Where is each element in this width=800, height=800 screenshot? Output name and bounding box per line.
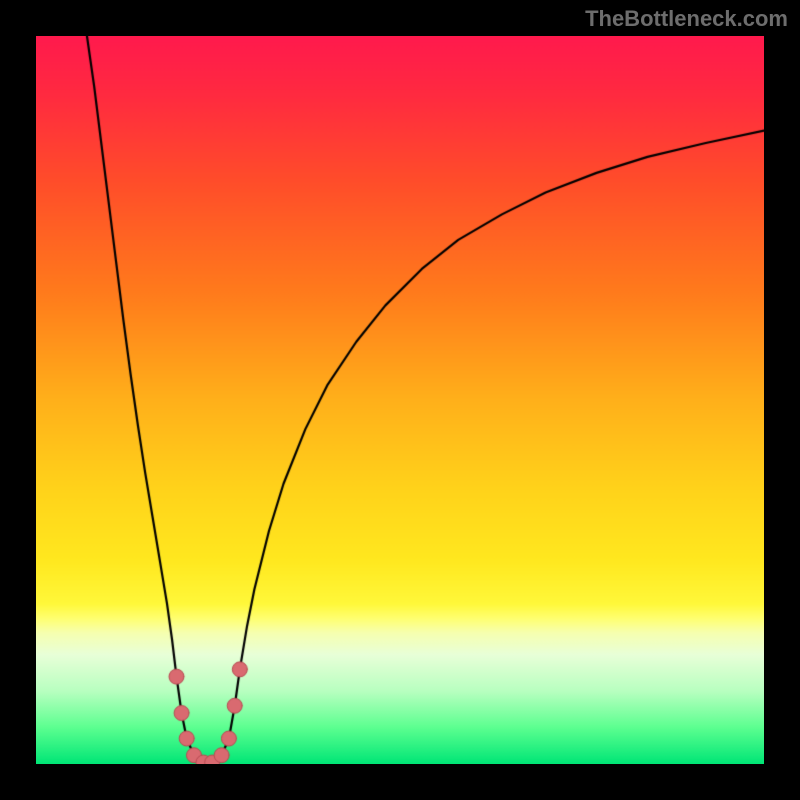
- watermark-text: TheBottleneck.com: [585, 6, 788, 32]
- figure-root: TheBottleneck.com: [0, 0, 800, 800]
- plot-area: [36, 36, 764, 764]
- bottleneck-curve-chart: [36, 36, 764, 764]
